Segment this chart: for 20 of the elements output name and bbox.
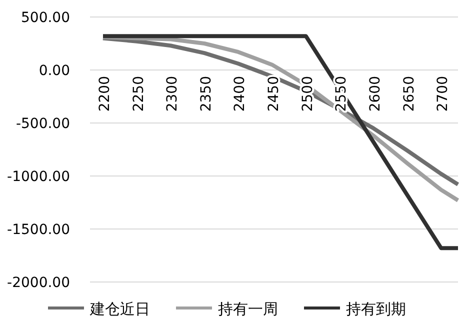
x-tick-label: 2500 xyxy=(300,76,316,112)
legend-label: 持有一周 xyxy=(218,300,278,318)
x-tick-label: 2400 xyxy=(232,76,248,112)
x-tick-label: 2250 xyxy=(130,76,147,112)
y-tick-label: 500.00 xyxy=(21,10,70,26)
x-tick-label: 2700 xyxy=(435,76,452,112)
x-tick-label: 2350 xyxy=(198,76,214,112)
y-tick-label: -1500.00 xyxy=(7,222,70,238)
legend-label: 建仓近日 xyxy=(89,300,150,318)
y-tick-label: -500.00 xyxy=(16,116,70,132)
legend-label: 持有到期 xyxy=(346,300,406,318)
y-tick-label: -1000.00 xyxy=(7,169,70,185)
x-tick-label: 2600 xyxy=(367,76,384,112)
x-tick-label: 2200 xyxy=(97,76,113,112)
y-tick-label: -2000.00 xyxy=(7,275,70,291)
x-tick-label: 2300 xyxy=(164,76,181,112)
y-tick-label: 0.00 xyxy=(38,63,70,79)
x-tick-label: 2650 xyxy=(401,76,418,112)
x-tick-label: 2450 xyxy=(266,76,282,112)
x-tick-label: 2550 xyxy=(334,76,350,112)
